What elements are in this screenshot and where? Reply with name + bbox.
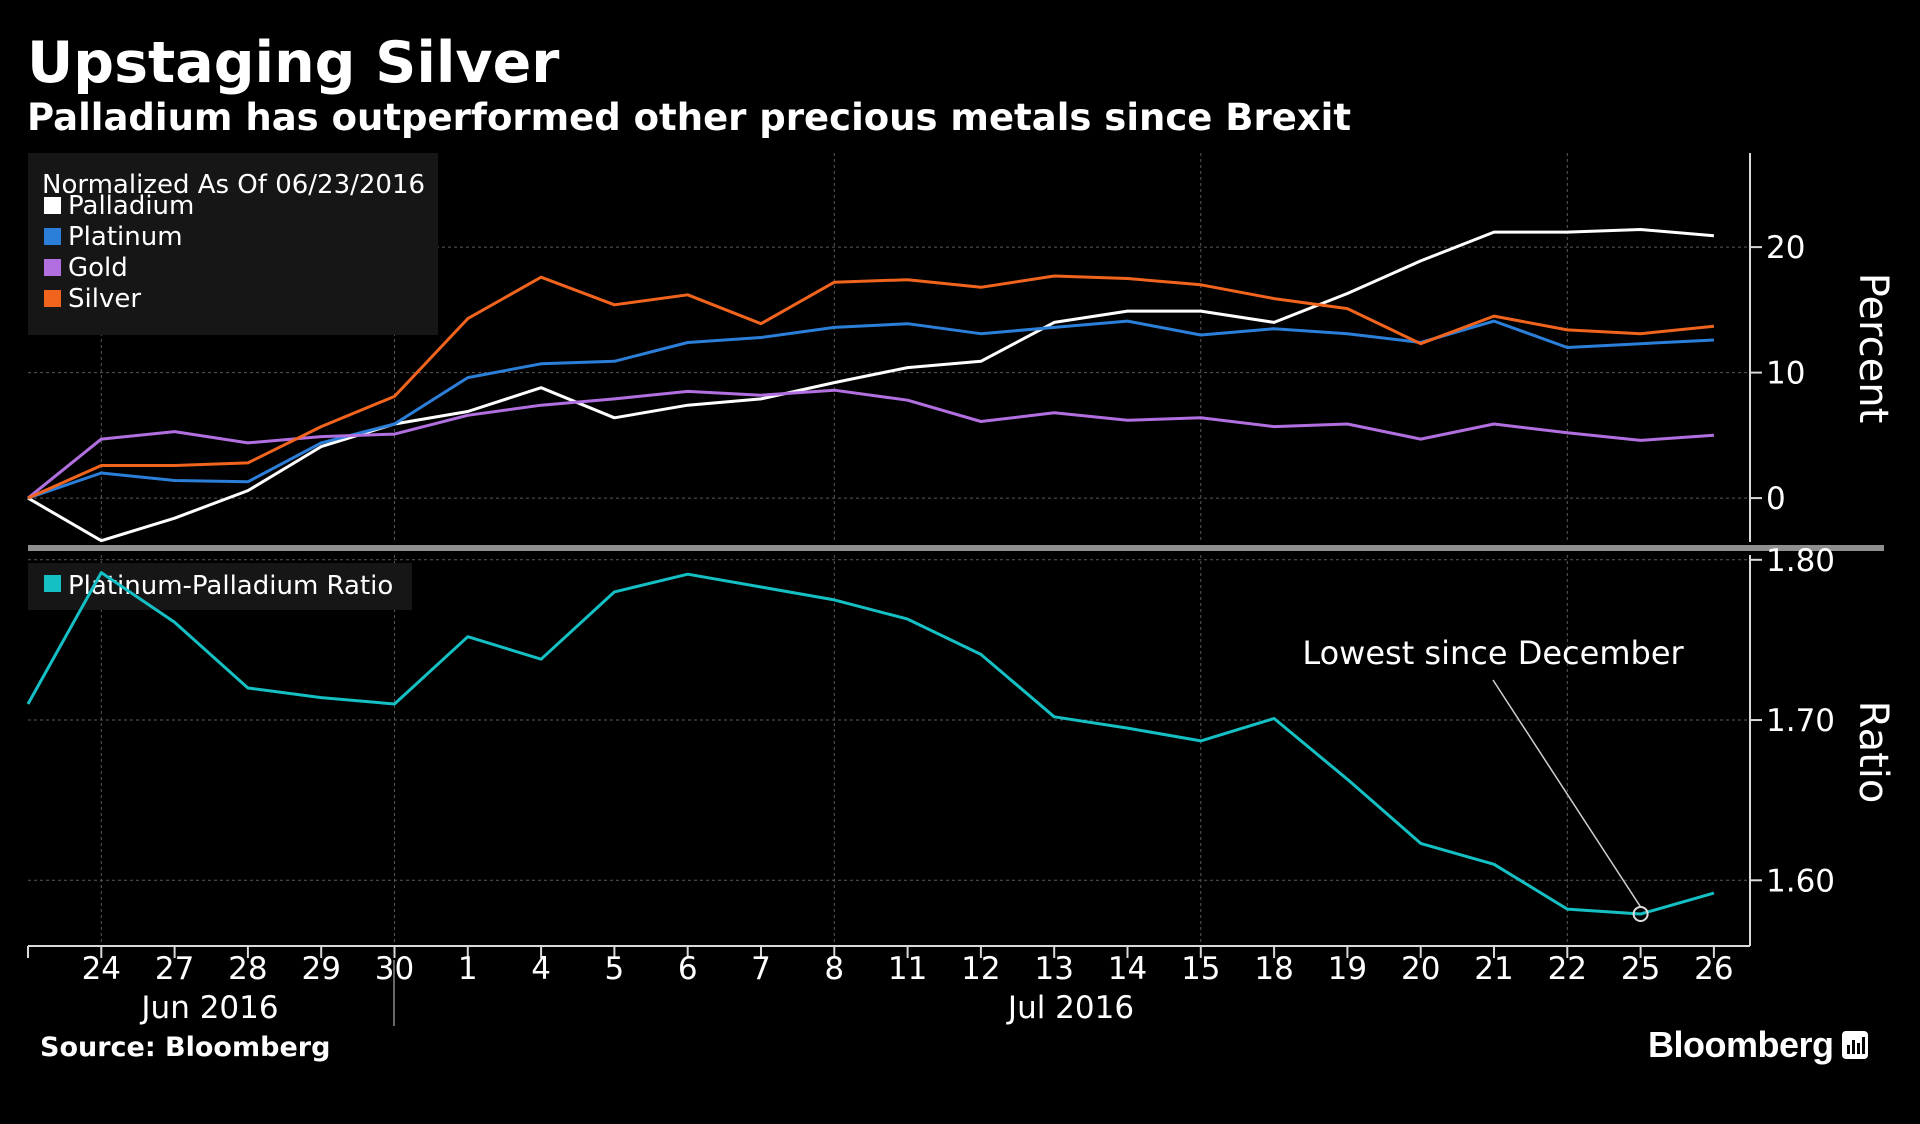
chart-subtitle: Palladium has outperformed other preciou… — [27, 96, 1352, 139]
annotation-label: Lowest since December — [1302, 634, 1684, 672]
annotation-leader-line — [1492, 679, 1642, 908]
legend-label: Palladium — [68, 191, 194, 221]
y-tick-label: 10 — [1766, 356, 1805, 392]
month-label-jul: Jul 2016 — [1006, 990, 1134, 1026]
y-tick-label: 1.80 — [1766, 543, 1835, 579]
legend-label: Platinum-Palladium Ratio — [68, 571, 393, 601]
x-tick-label: 8 — [824, 951, 844, 987]
x-tick-label: 27 — [155, 951, 194, 987]
x-tick-label: 12 — [961, 951, 1000, 987]
bottom-series — [26, 571, 1715, 916]
legend-label: Gold — [68, 253, 128, 283]
bottom-grid — [28, 555, 1750, 946]
x-tick-label: 25 — [1621, 951, 1660, 987]
legend-label: Platinum — [68, 222, 183, 252]
x-tick-label: 4 — [531, 951, 551, 987]
x-tick-label: 14 — [1108, 951, 1147, 987]
annotation: Lowest since December — [1302, 634, 1685, 922]
y-tick-label: 1.70 — [1766, 703, 1835, 739]
x-tick-label: 22 — [1548, 951, 1587, 987]
x-tick-label: 28 — [228, 951, 267, 987]
bloomberg-chart-icon — [1842, 1031, 1868, 1059]
legend-swatch — [44, 575, 61, 592]
legend-swatch — [44, 290, 61, 307]
series-line-platinum-palladium-ratio — [26, 571, 1715, 916]
annotation-marker — [1632, 905, 1649, 922]
x-axis-ticks: 24 27 28 29 30 1 4 5 6 7 8 11 12 13 14 15 18 19 20 21 22 25 26 — [27, 946, 1734, 987]
legend-swatch — [44, 259, 61, 276]
x-tick-label: 6 — [678, 951, 698, 987]
x-tick-label: 26 — [1694, 951, 1733, 987]
bottom-legend: Platinum-Palladium Ratio — [44, 571, 393, 601]
bottom-y-axis-title: Ratio — [1850, 701, 1896, 804]
chart-title: Upstaging Silver — [27, 30, 560, 96]
x-tick-label: 21 — [1474, 951, 1513, 987]
legend-swatch — [44, 228, 61, 245]
x-tick-label: 1 — [458, 951, 478, 987]
x-tick-label: 11 — [888, 951, 927, 987]
y-tick-label: 0 — [1766, 481, 1786, 517]
series-line-silver — [27, 274, 1715, 500]
top-legend-title: Normalized As Of 06/23/2016 — [42, 170, 425, 200]
top-series — [27, 228, 1715, 543]
legend-swatch — [44, 197, 61, 214]
x-tick-label: 18 — [1254, 951, 1293, 987]
x-tick-label: 15 — [1181, 951, 1220, 987]
x-tick-label: 7 — [751, 951, 771, 987]
x-tick-label: 24 — [82, 951, 121, 987]
x-tick-label: 19 — [1328, 951, 1367, 987]
x-tick-label: 5 — [605, 951, 625, 987]
legend-label: Silver — [68, 284, 141, 314]
x-tick-label: 30 — [375, 951, 414, 987]
bloomberg-logo: Bloomberg — [1648, 1024, 1834, 1065]
y-tick-label: 20 — [1766, 230, 1805, 266]
month-label-jun: Jun 2016 — [139, 990, 278, 1026]
y-tick-label: 1.60 — [1766, 863, 1835, 899]
series-line-gold — [27, 388, 1715, 500]
x-tick-label: 20 — [1401, 951, 1440, 987]
top-y-axis-title: Percent — [1850, 273, 1896, 424]
source-note: Source: Bloomberg — [40, 1032, 331, 1063]
x-tick-label: 13 — [1034, 951, 1073, 987]
series-line-palladium — [27, 228, 1715, 543]
x-tick-label: 29 — [301, 951, 340, 987]
y-axis-ticks: 0 10 20 1.60 1.70 1.80 — [1750, 230, 1835, 899]
top-legend-box — [28, 153, 438, 335]
